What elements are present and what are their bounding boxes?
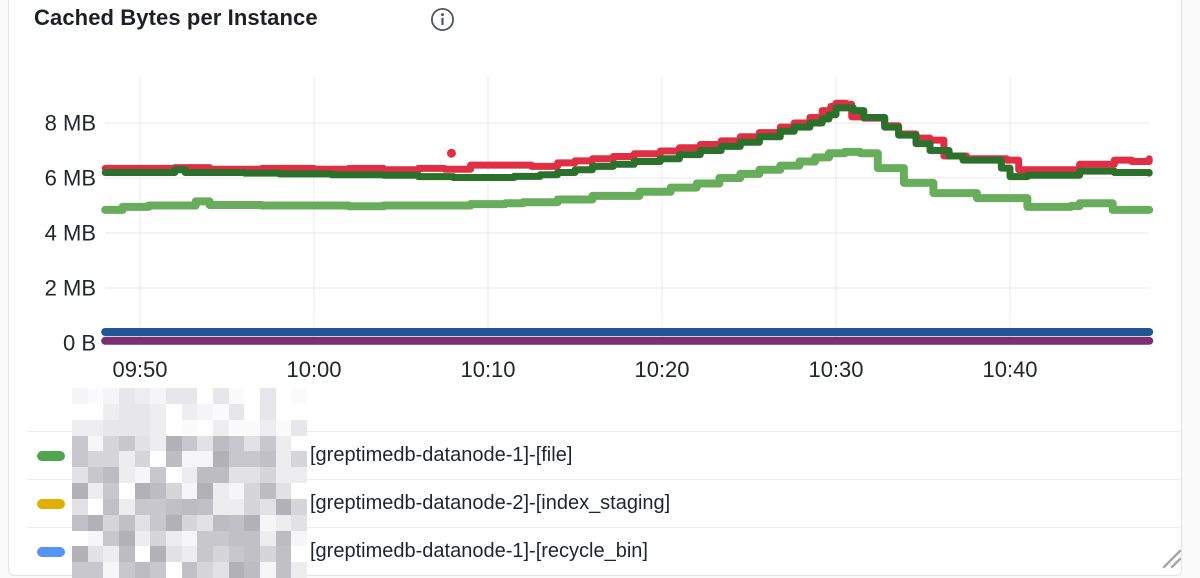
legend-table: [greptimedb-datanode-1]-[file] [greptime… — [28, 431, 1180, 575]
y-axis-tick-label: 8 MB — [45, 111, 96, 136]
series-label[interactable]: [greptimedb-datanode-2]-[index_staging] — [310, 492, 671, 514]
y-axis-tick-label: 2 MB — [45, 276, 96, 301]
info-icon[interactable] — [430, 7, 455, 32]
y-axis-tick-label: 6 MB — [45, 166, 96, 191]
x-axis-tick-label: 10:10 — [460, 357, 515, 382]
legend-row[interactable]: [greptimedb-datanode-1]-[recycle_bin] — [28, 527, 1180, 575]
y-axis-tick-label: 0 B — [63, 331, 96, 356]
panel-title[interactable]: Cached Bytes per Instance — [34, 5, 318, 30]
series-line-dark-green — [101, 104, 1153, 181]
legend-row[interactable]: [greptimedb-datanode-1]-[file] — [28, 431, 1180, 479]
x-axis-tick-label: 10:30 — [808, 357, 863, 382]
outlier-point — [446, 148, 456, 158]
x-axis-tick-label: 10:00 — [286, 357, 341, 382]
x-axis-tick-label: 09:50 — [112, 357, 167, 382]
series-line-light-green — [101, 147, 1154, 214]
resize-handle-icon[interactable] — [1156, 543, 1186, 573]
series-label[interactable]: [greptimedb-datanode-1]-[file] — [310, 444, 573, 466]
series-label[interactable]: [greptimedb-datanode-1]-[recycle_bin] — [310, 540, 648, 562]
y-axis-tick-label: 4 MB — [45, 221, 96, 246]
chart-canvas[interactable]: 8 MB 6 MB 4 MB 2 MB 0 B 09:50 10:00 10:10 10:20 1… — [0, 0, 1200, 390]
x-axis-tick-label: 10:20 — [634, 357, 689, 382]
series-color-swatch[interactable] — [37, 451, 65, 461]
legend-name-header[interactable]: Name — [86, 394, 138, 415]
chart-svg: 8 MB 6 MB 4 MB 2 MB 0 B 09:50 10:00 10:10 10:20 1… — [45, 76, 1154, 382]
legend-row[interactable]: [greptimedb-datanode-2]-[index_staging] — [28, 479, 1180, 527]
series-color-swatch[interactable] — [37, 547, 65, 557]
series-color-swatch[interactable] — [37, 499, 65, 509]
x-axis-tick-label: 10:40 — [982, 357, 1037, 382]
